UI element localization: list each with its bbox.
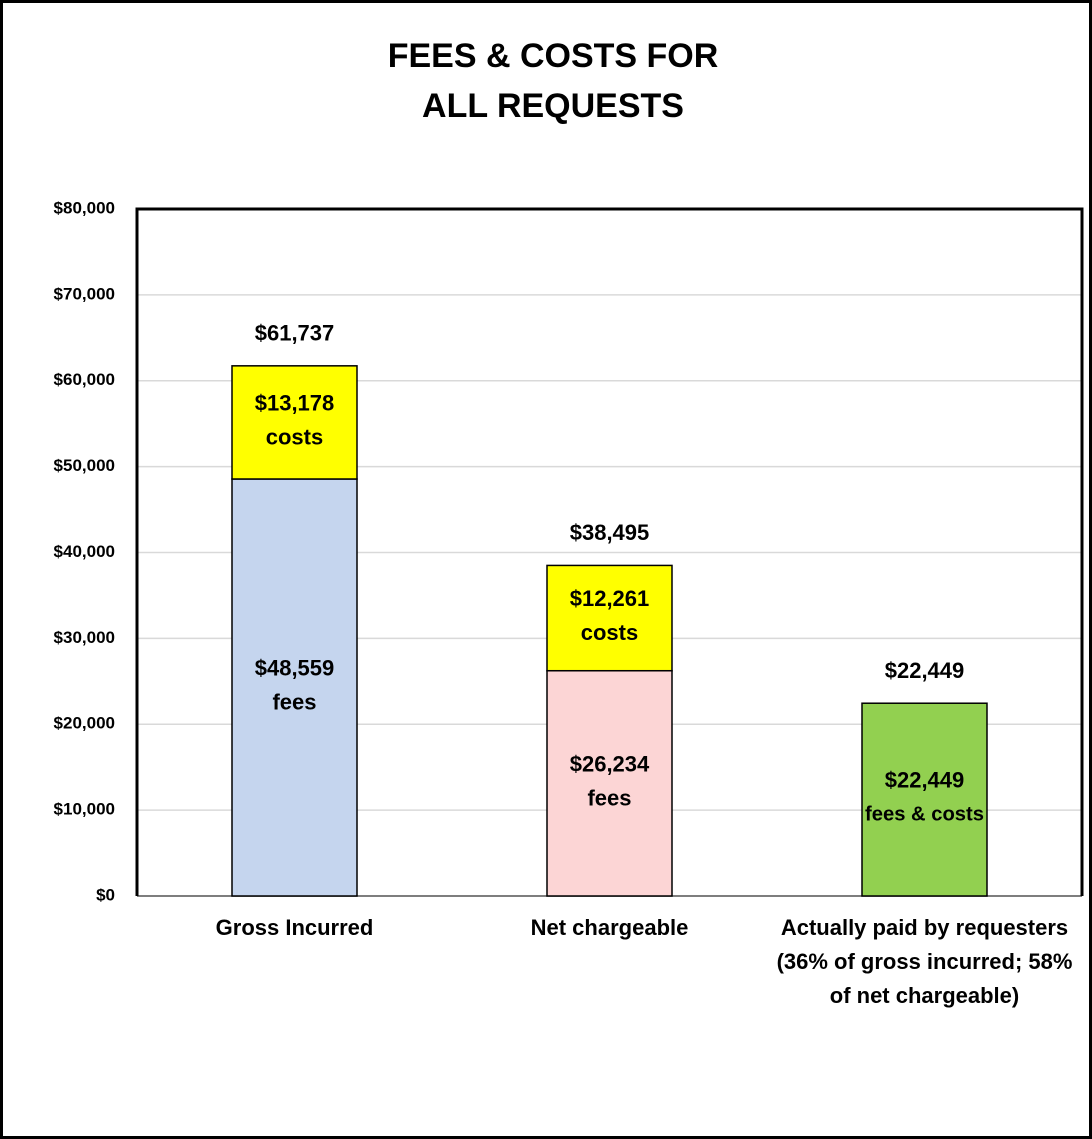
data-label-value: $12,261 xyxy=(570,586,650,611)
data-label-value: $22,449 xyxy=(885,767,965,792)
y-tick-label: $70,000 xyxy=(54,284,115,303)
y-tick-label: $20,000 xyxy=(54,714,115,733)
data-label-value: $26,234 xyxy=(570,751,650,776)
data-label-value: $13,178 xyxy=(255,390,335,415)
y-tick-label: $60,000 xyxy=(54,370,115,389)
data-label-value: $48,559 xyxy=(255,655,335,680)
bar-segment xyxy=(546,669,673,897)
y-tick-label: $40,000 xyxy=(54,542,115,561)
data-label-name: costs xyxy=(581,620,638,645)
y-tick-label: $80,000 xyxy=(54,198,115,217)
y-tick-label: $30,000 xyxy=(54,628,115,647)
data-label-name: fees & costs xyxy=(865,804,984,826)
bar-segment xyxy=(231,478,358,897)
bar-segment xyxy=(231,365,358,480)
data-label: $13,178 costs xyxy=(255,390,335,449)
x-tick-label-box: Actually paid by requesters (36% of gros… xyxy=(776,915,1073,1008)
total-label: $61,737 xyxy=(255,321,335,346)
chart-title: FEES & COSTS FOR xyxy=(388,37,719,75)
y-tick-label: $0 xyxy=(96,885,115,904)
plot-border xyxy=(135,207,1084,896)
data-label-name: fees xyxy=(272,689,316,714)
x-tick-label: Gross Incurred xyxy=(215,915,374,940)
y-tick-label: $10,000 xyxy=(54,800,115,819)
y-tick-label: $50,000 xyxy=(54,456,115,475)
data-label-name: costs xyxy=(266,424,323,449)
x-tick-label-box: Gross Incurred xyxy=(215,915,374,940)
x-tick-label-box: Net chargeable xyxy=(530,915,689,940)
data-label: $26,234 fees xyxy=(570,751,650,810)
bar-segment xyxy=(546,564,673,672)
total-label: $22,449 xyxy=(885,658,965,683)
data-label: $48,559 fees xyxy=(255,655,335,714)
bar-segment xyxy=(861,702,988,897)
chart-title: ALL REQUESTS xyxy=(422,87,684,125)
total-label: $38,495 xyxy=(570,520,650,545)
data-label: $12,261 costs xyxy=(570,586,650,645)
data-label-name: fees xyxy=(587,785,631,810)
x-tick-label: Actually paid by requesters (36% of gros… xyxy=(776,915,1073,1008)
data-label: $22,449 fees & costs xyxy=(865,767,984,826)
x-tick-label: Net chargeable xyxy=(530,915,689,940)
